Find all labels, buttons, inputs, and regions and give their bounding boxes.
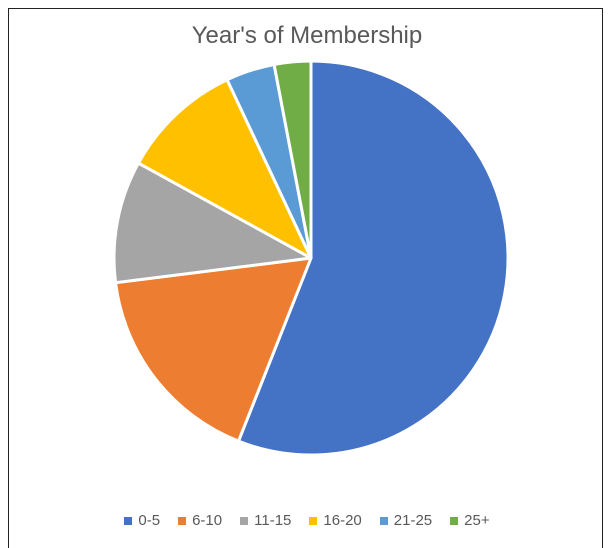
legend-label: 21-25 xyxy=(393,512,433,529)
legend-swatch xyxy=(178,516,187,525)
legend-label: 16-20 xyxy=(323,512,362,529)
pie-slice-25+ xyxy=(272,59,313,260)
chart-title: Year's of Membership xyxy=(191,22,423,49)
legend-swatch xyxy=(379,516,388,525)
pie-slice-11-15 xyxy=(112,161,313,285)
legend-label: 0-5 xyxy=(138,512,161,529)
pie-slice-16-20 xyxy=(136,78,313,260)
pie-slice-6-10 xyxy=(114,256,313,443)
legend-item-25+: 25+ xyxy=(450,512,490,529)
legend-item-11-15: 11-15 xyxy=(240,512,291,529)
pie-slice-0-5 xyxy=(236,59,510,457)
legend-item-21-25: 21-25 xyxy=(379,512,433,529)
legend-item-0-5: 0-5 xyxy=(124,512,160,529)
legend-item-16-20: 16-20 xyxy=(309,512,362,529)
legend-label: 6-10 xyxy=(192,512,223,529)
legend-swatch xyxy=(450,516,459,525)
legend-label: 11-15 xyxy=(254,512,292,529)
pie-slices xyxy=(112,59,510,457)
legend-swatch xyxy=(240,516,249,525)
legend-swatch xyxy=(124,516,133,525)
legend-label: 25+ xyxy=(464,512,490,529)
chart-legend: 0-5 6-10 11-15 16-20 21-25 25+ xyxy=(0,512,614,529)
legend-item-6-10: 6-10 xyxy=(178,512,222,529)
legend-swatch xyxy=(309,516,318,525)
